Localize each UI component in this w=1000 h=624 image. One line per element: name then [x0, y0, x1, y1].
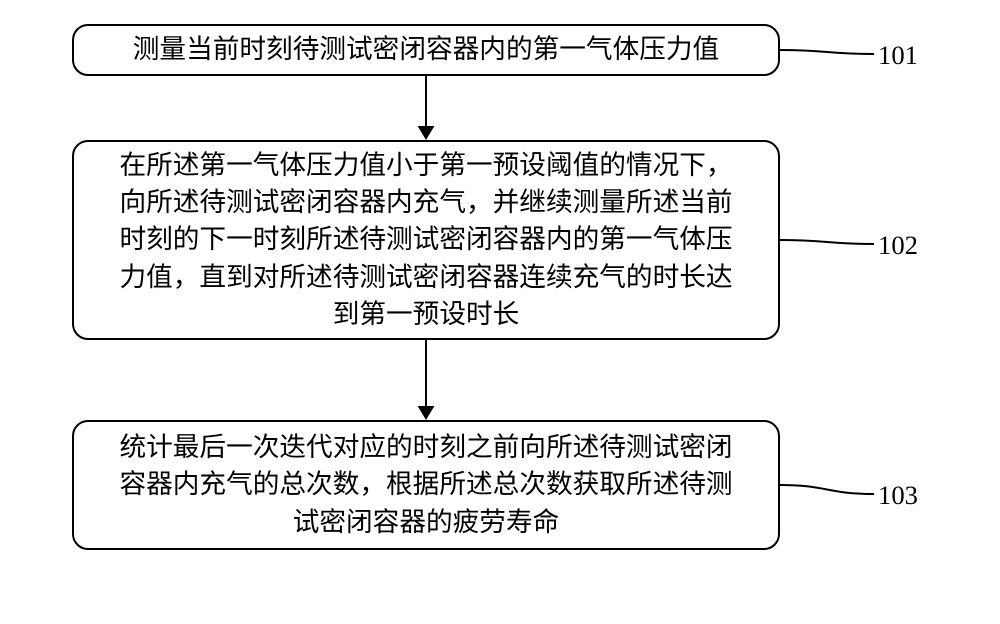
flowchart-arrow-n2-n3 — [0, 0, 1000, 624]
flowchart-canvas: 测量当前时刻待测试密闭容器内的第一气体压力值101在所述第一气体压力值小于第一预… — [0, 0, 1000, 624]
